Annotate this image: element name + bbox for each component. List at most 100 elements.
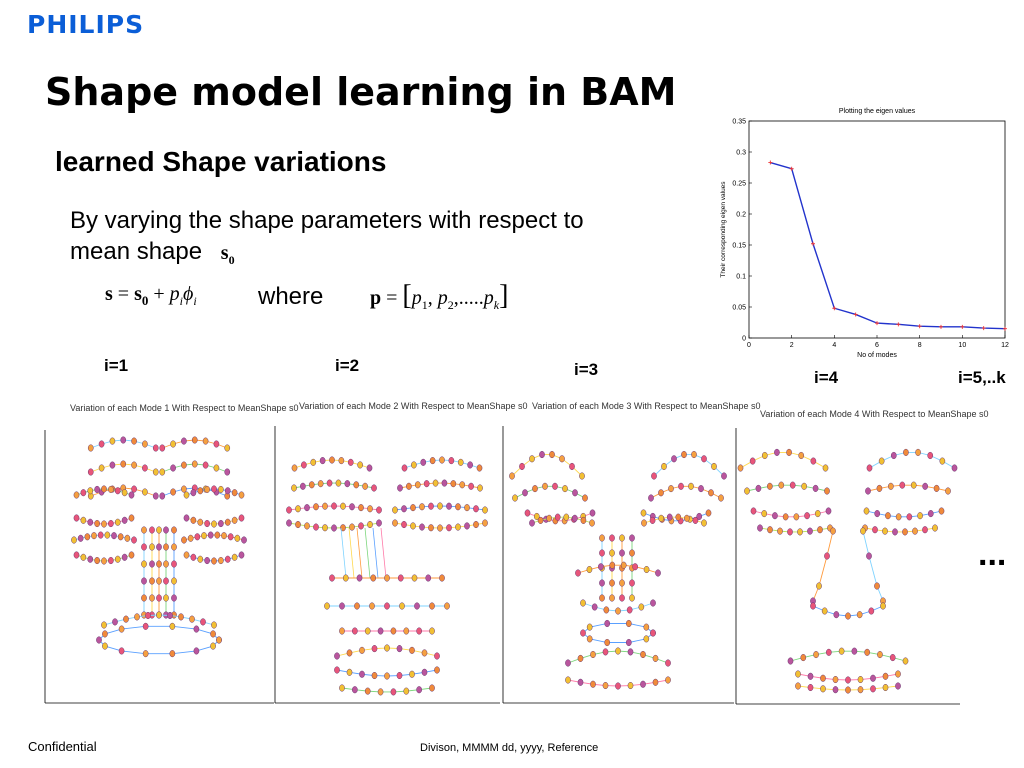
landmark-point <box>439 574 445 582</box>
landmark-point <box>114 555 121 563</box>
landmark-point <box>181 461 187 469</box>
landmark-point <box>194 533 201 541</box>
landmark-point <box>73 514 80 522</box>
landmark-point <box>602 681 609 690</box>
landmark-point <box>108 519 114 528</box>
landmark-point <box>444 602 450 610</box>
landmark-point <box>933 484 940 492</box>
x-tick-label: 4 <box>832 342 836 349</box>
landmark-point <box>156 543 162 551</box>
landmark-point <box>73 491 80 499</box>
landmark-point <box>437 524 443 532</box>
landmark-point <box>830 527 836 535</box>
eigen-point <box>768 160 773 165</box>
landmark-point <box>927 451 934 460</box>
landmark-point <box>845 686 851 694</box>
landmark-link <box>98 625 220 655</box>
landmark-point <box>214 531 221 539</box>
formula-p-s2: 2 <box>447 298 454 312</box>
formula-p-comma: , <box>427 287 433 309</box>
landmark-point <box>163 526 169 534</box>
eigen-values-chart: Plotting the eigen values 0 2 4 6 8 10 12 0 0.05 0… <box>720 108 1009 359</box>
landmark-point <box>295 520 301 529</box>
landmark-point <box>181 485 187 493</box>
landmark-point <box>450 480 457 488</box>
landmark-point <box>876 484 883 492</box>
formula-s: s = s0 + piϕi <box>105 283 197 309</box>
landmark-point <box>295 505 301 513</box>
landmark-point <box>102 630 108 638</box>
landmark-point <box>666 513 673 521</box>
landmark-point <box>109 437 116 445</box>
landmark-point <box>377 627 384 635</box>
landmark-point <box>171 577 177 585</box>
landmark-point <box>241 536 247 544</box>
landmark-point <box>777 527 783 535</box>
landmark-point <box>319 457 326 465</box>
landmark-point <box>149 594 155 602</box>
landmark-point <box>882 672 889 680</box>
landmark-point <box>599 594 605 602</box>
landmark-point <box>201 532 207 540</box>
landmark-point <box>562 485 568 493</box>
landmark-point <box>455 503 461 511</box>
mode-panel-1-title: Variation of each Mode 1 With Respect to… <box>70 403 299 413</box>
landmark-point <box>171 560 177 568</box>
formula-s-s: s <box>134 283 142 305</box>
landmark-point <box>98 440 105 448</box>
mode-label-2: i=2 <box>335 356 360 375</box>
landmark-point <box>359 670 365 678</box>
mode-label-5: i=5,..k <box>958 368 1006 387</box>
landmark-point <box>619 594 625 602</box>
landmark-point <box>419 503 425 511</box>
formula-s-phi: ϕ <box>183 283 194 305</box>
landmark-point <box>112 618 118 626</box>
landmark-point <box>331 524 337 532</box>
landmark-point <box>546 514 552 522</box>
landmark-point <box>863 507 870 515</box>
landmark-point <box>609 534 615 542</box>
landmark-point <box>795 670 801 678</box>
landmark-point <box>210 642 216 650</box>
landmark-point <box>455 523 461 531</box>
landmark-point <box>590 650 596 659</box>
landmark-point <box>134 613 140 621</box>
landmark-point <box>554 513 561 521</box>
landmark-point <box>824 552 830 560</box>
landmark-point <box>152 468 159 476</box>
landmark-point <box>625 638 632 647</box>
mode-panel-4: Variation of each Mode 4 With Respect to… <box>735 406 988 706</box>
y-tick-label: 0.05 <box>732 305 746 312</box>
landmark-point <box>101 520 107 528</box>
landmark-point <box>329 456 335 464</box>
landmark-point <box>213 464 220 472</box>
landmark-point <box>204 519 210 528</box>
eigen-point <box>875 321 879 326</box>
landmark-point <box>582 494 588 502</box>
landmark-point <box>899 481 906 489</box>
landmark-point <box>347 458 354 466</box>
mode-3-face-plot <box>502 426 734 704</box>
landmark-point <box>629 594 635 602</box>
landmark-point <box>366 464 373 472</box>
body-line-2-text: mean shape <box>70 238 203 265</box>
eigen-series-line <box>770 161 1006 330</box>
landmark-point <box>211 557 217 565</box>
landmark-point <box>874 510 881 518</box>
y-axis-label: Their corresponding eigen values <box>720 181 727 278</box>
landmark-point <box>737 464 744 472</box>
landmark-point <box>651 472 657 480</box>
landmark-point <box>313 503 319 511</box>
landmark-point <box>340 502 346 510</box>
landmark-point <box>650 629 656 637</box>
landmark-point <box>945 487 951 495</box>
landmark-point <box>211 621 217 629</box>
landmark-point <box>371 484 377 492</box>
landmark-point <box>590 680 596 688</box>
landmark-point <box>665 676 671 684</box>
landmark-point <box>902 528 908 536</box>
more-modes-ellipsis: ... <box>978 535 1007 573</box>
landmark-point <box>131 485 137 493</box>
landmark-point <box>577 654 584 662</box>
landmark-point <box>448 457 455 465</box>
